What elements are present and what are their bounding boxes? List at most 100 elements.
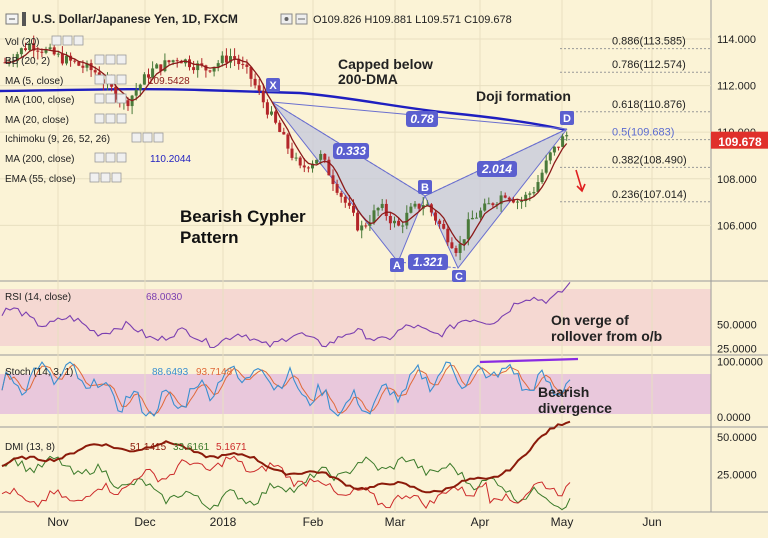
candle-body — [278, 122, 282, 132]
candle-body — [151, 68, 155, 78]
candle-body — [171, 60, 175, 63]
point-b-marker: B — [418, 180, 432, 194]
indicator-row-ma20[interactable]: MA (20, close) — [5, 115, 69, 126]
indicator-control-icon[interactable] — [89, 172, 100, 183]
candle-body — [89, 63, 93, 71]
indicator-control-icon[interactable] — [105, 93, 116, 104]
candle-body — [364, 225, 368, 227]
indicator-control-icon[interactable] — [94, 74, 105, 85]
indicator-control-icon[interactable] — [116, 93, 127, 104]
indicator-control-icon[interactable] — [131, 132, 142, 143]
visibility-icon[interactable] — [295, 13, 308, 25]
point-d-marker: D — [560, 111, 574, 125]
svg-text:0.78: 0.78 — [410, 112, 434, 126]
candle-body — [376, 207, 380, 211]
indicator-control-icon[interactable] — [73, 35, 84, 46]
dmi-panel[interactable] — [0, 428, 711, 512]
indicator-row-ichimoku[interactable]: Ichimoku (9, 26, 52, 26) — [5, 134, 110, 145]
candle-body — [331, 175, 335, 185]
indicator-control-icon[interactable] — [116, 74, 127, 85]
adx-line — [1, 420, 571, 494]
indicator-row-ma200[interactable]: MA (200, close) 110.2044 — [5, 154, 191, 165]
candle-body — [417, 203, 421, 209]
stoch-tick-label: 100.0000 — [717, 357, 763, 369]
rsi-header[interactable]: RSI (14, close) 68.0030 — [5, 292, 183, 303]
candle-body — [409, 206, 413, 213]
svg-text:Stoch (14, 3, 1): Stoch (14, 3, 1) — [5, 367, 73, 378]
candle-body — [294, 157, 298, 159]
candle-body — [40, 51, 44, 53]
indicator-row-vol[interactable]: Vol (20) — [5, 37, 39, 48]
candle-body — [196, 63, 200, 71]
candle-body — [384, 203, 388, 217]
candle-body — [487, 203, 491, 205]
candle-body — [229, 56, 232, 63]
candle-body — [315, 159, 319, 164]
indicator-control-icon[interactable] — [105, 152, 116, 163]
candle-body — [237, 58, 241, 65]
indicator-control-icon[interactable] — [100, 172, 111, 183]
candle-body — [73, 60, 77, 62]
time-label: Nov — [47, 515, 68, 529]
candle-body — [224, 55, 228, 63]
candle-body — [233, 56, 237, 59]
candle-body — [388, 216, 392, 224]
candle-body — [155, 64, 159, 69]
svg-text:C: C — [455, 271, 463, 283]
dmi-header[interactable]: DMI (13, 8) 51.1415 33.6161 5.1671 — [5, 442, 247, 453]
candle-body — [466, 219, 470, 240]
indicator-control-icon[interactable] — [51, 35, 62, 46]
candle-body — [532, 191, 536, 194]
time-label: Apr — [471, 515, 490, 529]
indicator-row-ma5[interactable]: MA (5, close) 109.5428 — [5, 76, 190, 87]
indicator-control-icon[interactable] — [153, 132, 164, 143]
indicator-control-icon[interactable] — [105, 74, 116, 85]
candle-body — [249, 66, 253, 79]
price-tick-label: 114.000 — [717, 34, 756, 46]
indicator-row-bb[interactable]: BB (20, 2) — [5, 56, 50, 67]
indicator-control-icon[interactable] — [94, 54, 105, 65]
candle-body — [200, 63, 204, 66]
indicator-control-icon[interactable] — [94, 113, 105, 124]
indicator-control-icon[interactable] — [142, 132, 153, 143]
indicator-control-icon[interactable] — [111, 172, 122, 183]
candle-body — [511, 199, 515, 203]
svg-text:D: D — [563, 113, 571, 125]
indicator-controls[interactable] — [51, 35, 164, 183]
indicator-control-icon[interactable] — [116, 54, 127, 65]
candle-body — [245, 64, 249, 67]
candle-body — [306, 167, 310, 169]
candle-body — [212, 66, 216, 72]
indicator-control-icon[interactable] — [94, 152, 105, 163]
candle-body — [516, 201, 519, 203]
candle-body — [319, 153, 323, 160]
candle-body — [356, 212, 360, 231]
time-label: May — [551, 515, 574, 529]
indicator-control-icon[interactable] — [62, 35, 73, 46]
time-axis[interactable]: Nov Dec 2018 Feb Mar Apr May Jun — [47, 515, 661, 529]
indicator-control-icon[interactable] — [105, 54, 116, 65]
candle-body — [552, 146, 556, 153]
fib-level-label: 0.5(109.683) — [612, 127, 674, 139]
settings-icon[interactable] — [280, 13, 293, 25]
indicator-control-icon[interactable] — [94, 93, 105, 104]
candle-body — [438, 220, 442, 224]
ratio-label-bd: 2.014 — [477, 161, 517, 177]
indicator-control-icon[interactable] — [105, 113, 116, 124]
candle-body — [81, 65, 85, 68]
header-collapse-icon[interactable] — [5, 13, 19, 25]
indicator-row-ema55[interactable]: EMA (55, close) — [5, 174, 76, 185]
candle-body — [286, 134, 290, 149]
indicator-control-icon[interactable] — [116, 152, 127, 163]
indicator-control-icon[interactable] — [116, 113, 127, 124]
candle-body — [446, 228, 450, 243]
candlesticks[interactable] — [3, 35, 569, 261]
stoch-header[interactable]: Stoch (14, 3, 1) 88.6493 93.7148 — [5, 367, 233, 378]
indicator-row-ma100[interactable]: MA (100, close) — [5, 95, 74, 106]
last-price-badge: 109.678 — [711, 131, 768, 149]
time-label: Mar — [385, 515, 406, 529]
svg-text:Ichimoku (9, 26, 52, 26): Ichimoku (9, 26, 52, 26) — [5, 134, 110, 145]
symbol-drag-handle — [22, 12, 26, 26]
rsi-tick-label: 50.0000 — [717, 320, 757, 332]
